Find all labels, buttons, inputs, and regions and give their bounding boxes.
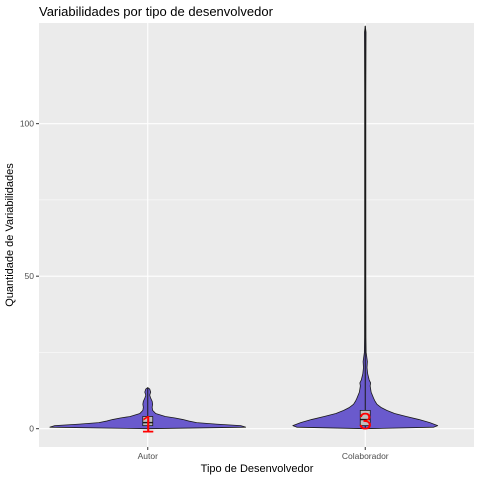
y-axis: 0 50 100 — [20, 119, 39, 434]
x-axis: Autor Colaborador — [138, 447, 389, 461]
y-tick-label: 50 — [25, 271, 35, 281]
plot-panel — [39, 23, 474, 447]
median-label-autor: 1 — [141, 412, 154, 439]
chart-title: Variabilidades por tipo de desenvolvedor — [39, 4, 274, 19]
y-tick-label: 0 — [29, 424, 34, 434]
x-tick-label: Autor — [138, 451, 158, 461]
box-colaborador — [359, 409, 371, 427]
median-label-colaborador: 3 — [359, 409, 372, 436]
y-tick-label: 100 — [20, 119, 34, 129]
x-axis-title: Tipo de Desenvolvedor — [201, 463, 314, 475]
x-tick-label: Colaborador — [342, 451, 389, 461]
y-axis-title: Quantidade de Variabilidades — [4, 163, 16, 307]
box-autor — [142, 416, 154, 427]
